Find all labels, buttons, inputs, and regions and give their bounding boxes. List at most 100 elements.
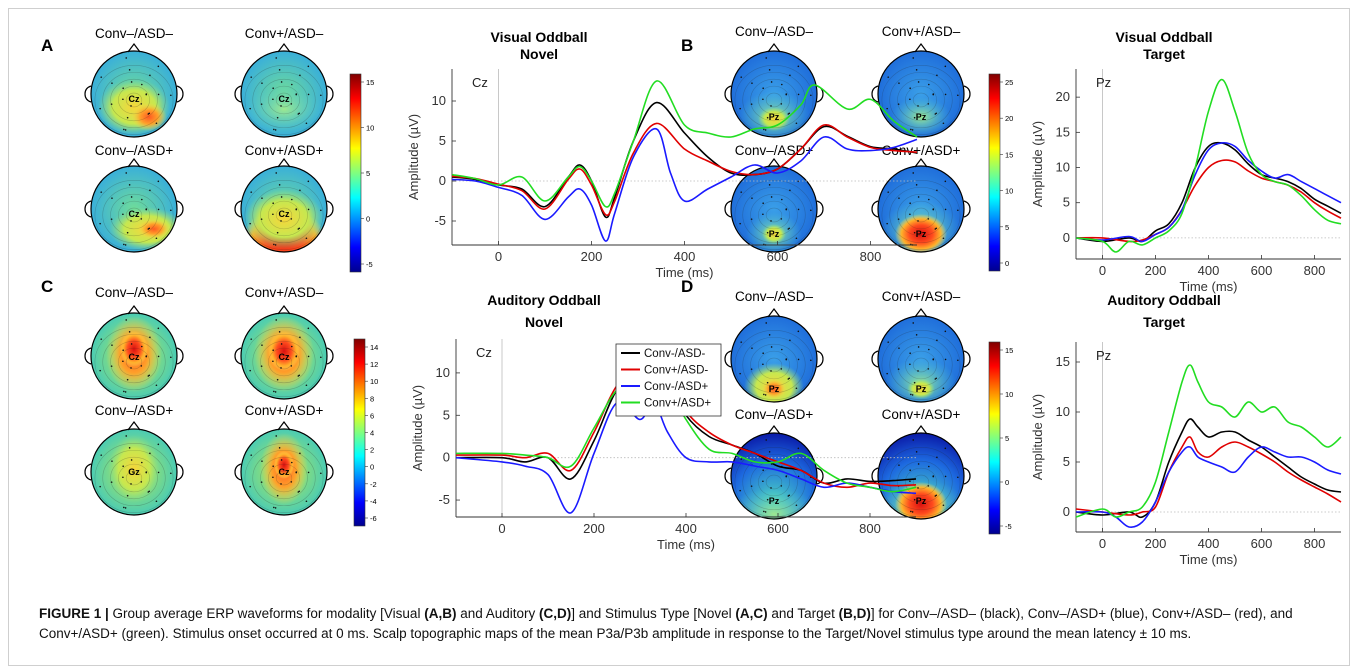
x-tick-label: 800	[859, 521, 881, 536]
electrode-dot	[261, 344, 263, 346]
colorbar-tick-label: 10	[366, 124, 374, 133]
colorbar-tick-label: 10	[1005, 187, 1013, 196]
panel-label-c: C	[41, 277, 53, 296]
y-tick-label: 0	[439, 173, 446, 188]
nose-icon	[914, 43, 928, 53]
colorbar: 25 20 15 10 5 0	[988, 73, 1013, 272]
electrode-dot	[764, 129, 767, 131]
electrode-dot	[944, 358, 947, 361]
electrode-dot	[122, 213, 124, 216]
electrode-dot	[290, 83, 293, 86]
series-line-green	[455, 372, 917, 493]
electrode-dot	[810, 359, 812, 362]
head-outline	[730, 50, 818, 138]
plot-subtitle-c: Novel	[525, 314, 563, 330]
colorbar: 15 10 5 0 -5	[349, 73, 374, 273]
contour-line	[765, 92, 783, 108]
contour-line	[905, 85, 937, 115]
nose-icon	[767, 425, 781, 435]
electrode-dot	[110, 218, 113, 220]
head-outline	[240, 312, 328, 400]
scalp-map: Pz	[871, 158, 971, 253]
contour-line	[742, 336, 806, 394]
nose-icon	[127, 305, 141, 315]
right-ear-icon	[963, 85, 971, 103]
contour-line	[750, 193, 798, 237]
activation-blob	[895, 214, 947, 252]
electrode-dot	[299, 74, 301, 77]
x-tick-label: 400	[1198, 263, 1220, 278]
y-tick-label: 5	[439, 133, 446, 148]
electrode-dot	[795, 504, 798, 507]
electrode-dot	[912, 172, 915, 174]
colorbar-tick-label: -2	[370, 480, 377, 489]
colorbar: 14 12 10 8 6 4 2 0 -2 -4 -6	[353, 338, 378, 527]
electrode-dot	[913, 381, 916, 384]
electrode-dot	[944, 180, 947, 183]
caption-segment: (B,D)	[838, 606, 871, 621]
electrode-dot	[280, 343, 283, 345]
electrode-dot	[110, 103, 113, 105]
series-line-red	[451, 122, 918, 217]
contour-line	[765, 474, 783, 490]
plot-title-c: Auditory Oddball	[487, 292, 601, 308]
electrode-dot	[124, 244, 127, 246]
series-line-green	[1075, 78, 1342, 253]
electrode-dot	[261, 197, 263, 199]
figure-container: A B C D Conv–/ASD– Conv+/ASD– Conv–/ASD+…	[8, 8, 1350, 666]
electrode-dot	[762, 87, 764, 89]
contour-line	[252, 449, 316, 507]
electrode-dot	[149, 189, 151, 192]
right-ear-icon	[963, 200, 971, 218]
electrode-dot	[917, 346, 920, 348]
electrode-dot	[147, 491, 150, 493]
electrode-dot	[99, 485, 101, 488]
electrode-dot	[249, 369, 251, 372]
electrode-label: Pz	[916, 384, 927, 394]
electrode-dot	[130, 459, 133, 461]
electrode-dot	[124, 129, 127, 131]
electrode-dot	[886, 222, 888, 225]
left-ear-icon	[871, 200, 879, 218]
y-tick-label: 5	[1063, 454, 1070, 469]
electrode-dot	[126, 494, 129, 497]
x-axis-label: Time (ms)	[657, 537, 715, 552]
electrode-dot	[124, 391, 127, 393]
electrode-dot	[280, 367, 282, 369]
contour-line	[118, 85, 150, 115]
y-tick-label: 15	[1056, 124, 1070, 139]
x-tick-label: 200	[1145, 536, 1167, 551]
electrode-dot	[111, 82, 113, 84]
scalp-map: Pz	[724, 308, 824, 403]
y-axis-label: Amplitude (µV)	[1030, 394, 1045, 480]
electrode-dot	[249, 107, 251, 110]
electrode-dot	[305, 384, 308, 387]
electrode-dot	[130, 196, 133, 198]
electrode-label: Pz	[769, 229, 780, 239]
colorbar-tick-label: -6	[370, 514, 377, 523]
contour-line	[260, 456, 308, 500]
electrode-dot	[275, 172, 278, 174]
electrode-dot	[739, 222, 741, 225]
contour-line	[244, 65, 324, 135]
contour-line	[750, 343, 798, 387]
contour-line	[252, 333, 316, 391]
electrode-dot	[770, 346, 773, 348]
electrode-dot	[297, 228, 300, 230]
electrode-dot	[917, 196, 920, 198]
left-ear-icon	[724, 350, 732, 368]
x-axis-label: Time (ms)	[1179, 279, 1237, 294]
electrode-dot	[295, 208, 298, 211]
electrode-dot	[780, 368, 783, 370]
electrode-dot	[307, 443, 310, 446]
topo-label: Conv+/ASD–	[882, 289, 961, 304]
electrode-label: Cz	[279, 209, 290, 219]
electrode-dot	[157, 93, 160, 96]
colorbar-tick-label: 5	[366, 169, 370, 178]
left-ear-icon	[234, 200, 242, 218]
y-tick-label: 15	[1056, 354, 1070, 369]
electrode-dot	[260, 103, 263, 105]
electrode-dot	[290, 345, 293, 348]
electrode-dot	[898, 82, 900, 84]
plot-title-b: Visual Oddball	[1116, 29, 1213, 45]
